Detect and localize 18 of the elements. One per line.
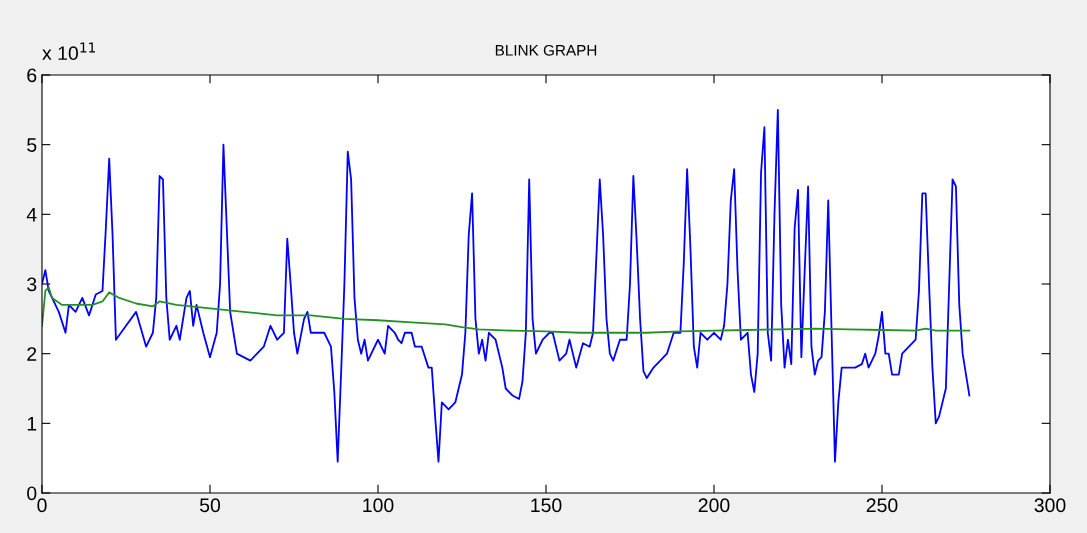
line-series <box>42 286 971 334</box>
line-series <box>42 108 971 463</box>
y-tick-label: 0 <box>27 486 37 501</box>
y-tick-label: 2 <box>27 347 37 361</box>
x-tick-label: 200 <box>698 498 730 513</box>
y-tick-label: 4 <box>26 208 37 222</box>
y-tick-label: 6 <box>27 68 37 83</box>
x-tick-label: 300 <box>1034 498 1066 513</box>
y-tick-label: 5 <box>27 138 37 152</box>
chart-title: BLINK GRAPH <box>495 44 597 56</box>
y-tick-label: 1 <box>27 417 37 431</box>
y-tick-label: 3 <box>27 277 37 292</box>
x-tick-label: 250 <box>866 498 898 513</box>
x-tick-label: 150 <box>531 498 562 513</box>
x-tick-label: 100 <box>363 498 394 513</box>
x-tick-label: 50 <box>199 498 221 513</box>
text: x 10$^{11}$ <box>42 42 95 61</box>
x-tick-label: 0 <box>37 498 47 513</box>
